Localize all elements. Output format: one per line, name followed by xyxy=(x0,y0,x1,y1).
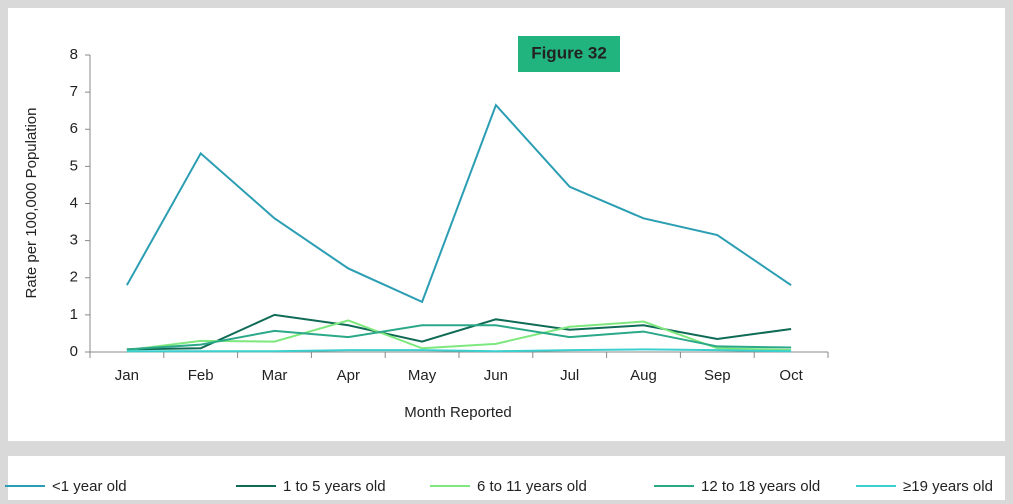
legend-label: <1 year old xyxy=(52,478,127,495)
y-tick-label: 5 xyxy=(70,157,78,174)
legend-label: ≥19 years old xyxy=(903,478,993,495)
y-tick-label: 2 xyxy=(70,269,78,286)
x-tick-label: Jul xyxy=(560,367,579,384)
x-tick-label: Apr xyxy=(337,367,360,384)
y-axis-label: Rate per 100,000 Population xyxy=(23,108,40,299)
y-tick-label: 8 xyxy=(70,46,78,63)
x-tick-label: Feb xyxy=(188,367,214,384)
series-line xyxy=(126,324,792,351)
y-tick-label: 1 xyxy=(70,306,78,323)
x-tick-label: Aug xyxy=(630,367,657,384)
y-tick-label: 4 xyxy=(70,194,78,211)
x-tick-label: Oct xyxy=(779,367,803,384)
x-tick-label: Sep xyxy=(704,367,731,384)
plot-panel xyxy=(8,8,1005,441)
chart-title: Figure 32 xyxy=(531,43,607,62)
x-tick-label: Jan xyxy=(115,367,139,384)
y-tick-label: 6 xyxy=(70,120,78,137)
legend-label: 6 to 11 years old xyxy=(477,478,587,495)
y-tick-label: 0 xyxy=(70,343,78,360)
title-box xyxy=(518,36,620,72)
x-tick-label: Jun xyxy=(484,367,508,384)
series-line xyxy=(126,348,792,353)
x-axis-label: Month Reported xyxy=(404,404,512,421)
series-line xyxy=(126,313,792,351)
legend-label: 12 to 18 years old xyxy=(701,478,820,495)
series-line xyxy=(126,103,792,304)
x-tick-label: May xyxy=(408,367,437,384)
legend-label: 1 to 5 years old xyxy=(283,478,386,495)
legend-panel xyxy=(8,456,1005,500)
y-tick-label: 7 xyxy=(70,83,78,100)
y-tick-label: 3 xyxy=(70,232,78,249)
series-line xyxy=(126,319,792,352)
x-tick-label: Mar xyxy=(262,367,288,384)
